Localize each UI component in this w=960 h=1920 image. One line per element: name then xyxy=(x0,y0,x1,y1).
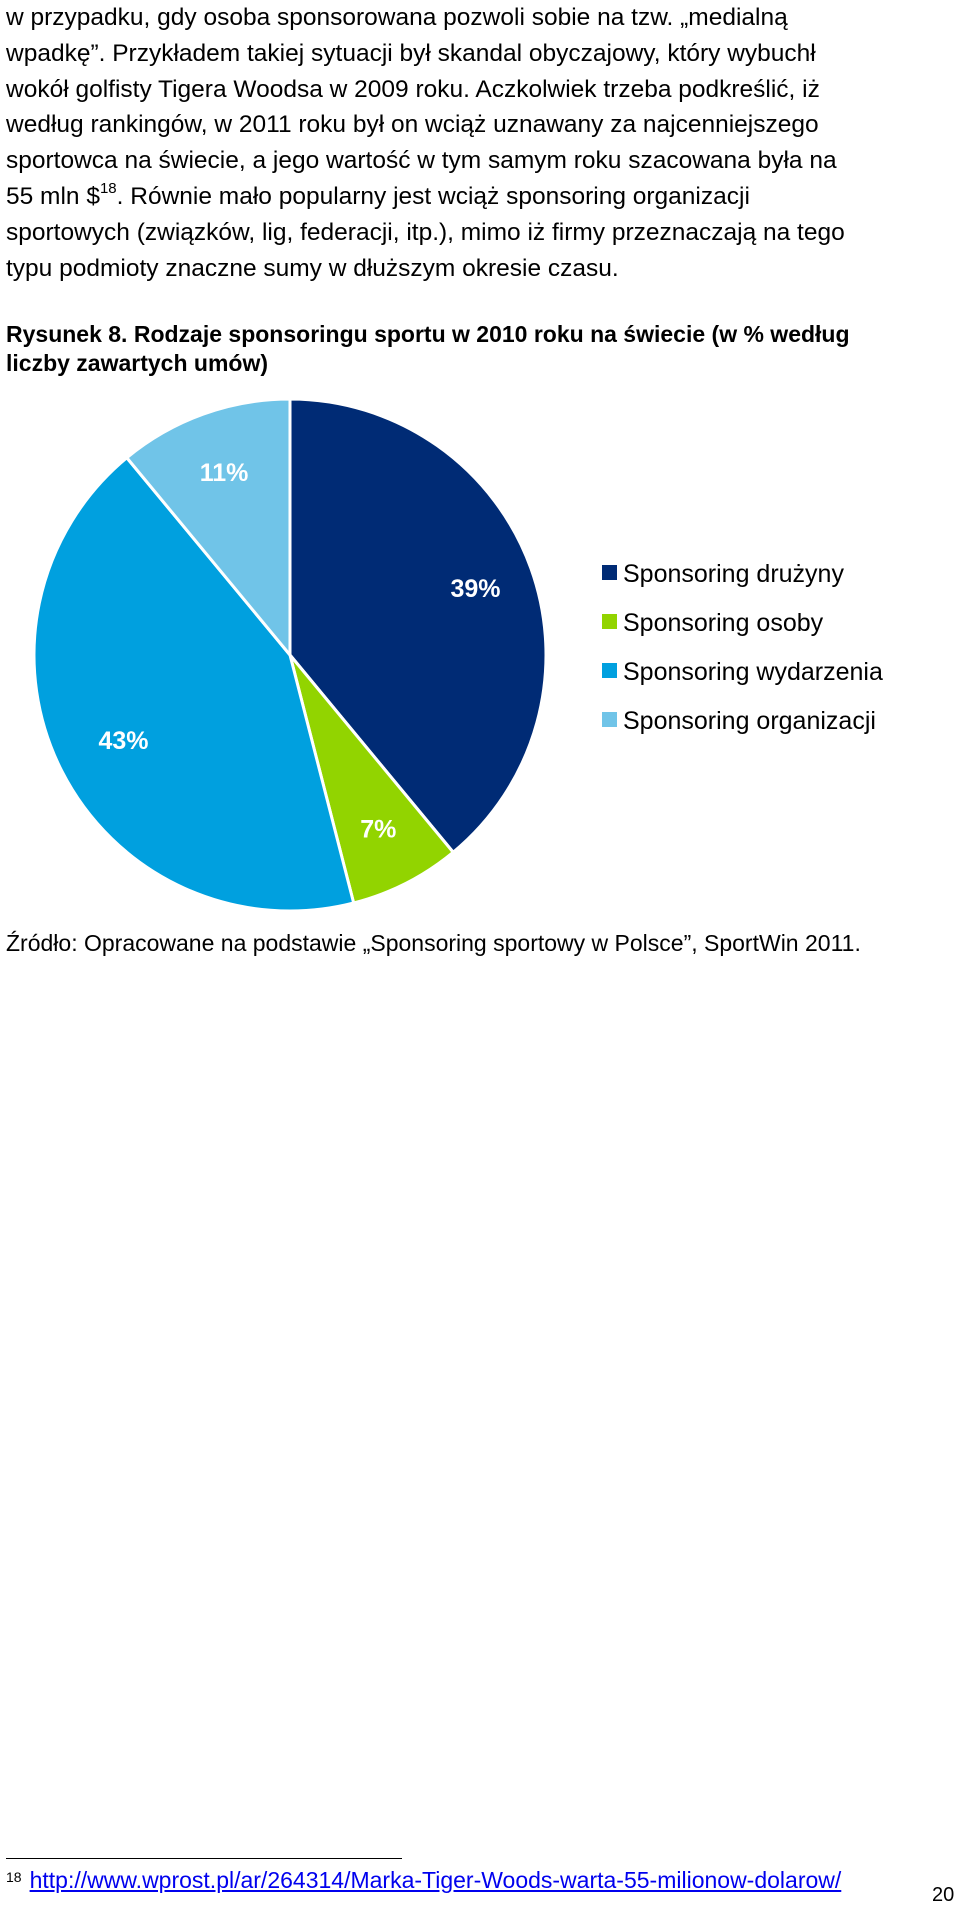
pie-slice xyxy=(288,653,455,905)
paragraph-line: 55 mln $18. Równie mało popularny jest w… xyxy=(6,179,954,215)
paragraph-line: wokół golfisty Tigera Woodsa w 2009 roku… xyxy=(6,75,820,103)
footnote: 18 http://www.wprost.pl/ar/264314/Marka-T… xyxy=(6,1867,841,1894)
legend-label: Sponsoring organizacji xyxy=(623,707,876,735)
pie-slice xyxy=(125,397,292,657)
paragraph-line: wpadkę”. Przykładem takiej sytuacji był … xyxy=(6,39,816,67)
legend-label: Sponsoring osoby xyxy=(623,609,824,637)
legend-swatch xyxy=(602,712,617,727)
paragraph-text: . Równie mało popularny jest wciąż spons… xyxy=(116,182,750,210)
legend-swatch xyxy=(602,663,617,678)
legend-label: Sponsoring wydarzenia xyxy=(623,658,883,686)
slice-value-label: 7% xyxy=(360,815,396,843)
slice-value-label: 43% xyxy=(98,727,148,755)
pie-slice xyxy=(288,397,548,854)
footnote-reference[interactable]: 18 xyxy=(99,179,117,197)
footnote-separator xyxy=(6,1858,402,1859)
footnote-number: 18 xyxy=(6,1869,22,1885)
legend-swatch xyxy=(602,565,617,580)
slice-value-label: 11% xyxy=(200,459,249,487)
caption-line: liczby zawartych umów) xyxy=(6,350,269,376)
legend-swatch xyxy=(602,614,617,629)
pie-chart: 39% 7% 43% 11% Sponsoring drużyny Sponsoring … xyxy=(32,397,883,913)
figure-source: Źródło: Opracowane na podstawie „Sponsor… xyxy=(6,930,861,956)
paragraph-line: według rankingów, w 2011 roku był on wci… xyxy=(6,111,819,139)
paragraph-text: 55 mln $ xyxy=(6,182,100,210)
paragraph-line: sportowca na świecie, a jego wartość w t… xyxy=(6,147,837,175)
body-paragraph: w przypadku, gdy osoba sponsorowana pozw… xyxy=(6,0,954,286)
paragraph-line: w przypadku, gdy osoba sponsorowana pozw… xyxy=(6,4,788,31)
paragraph-line: sportowych (związków, lig, federacji, it… xyxy=(6,218,845,246)
slice-value-label: 39% xyxy=(450,575,500,603)
footnote-link[interactable]: http://www.wprost.pl/ar/264314/Marka-Tig… xyxy=(29,1867,842,1893)
figure-caption: Rysunek 8. Rodzaje sponsoringu sportu w … xyxy=(6,320,954,378)
caption-line: Rysunek 8. Rodzaje sponsoringu sportu w … xyxy=(6,321,850,347)
page-number: 20 xyxy=(932,1884,955,1906)
paragraph-line: typu podmioty znaczne sumy w dłuższym ok… xyxy=(6,254,619,282)
legend-label: Sponsoring drużyny xyxy=(623,560,844,588)
pie-slice xyxy=(32,456,356,913)
